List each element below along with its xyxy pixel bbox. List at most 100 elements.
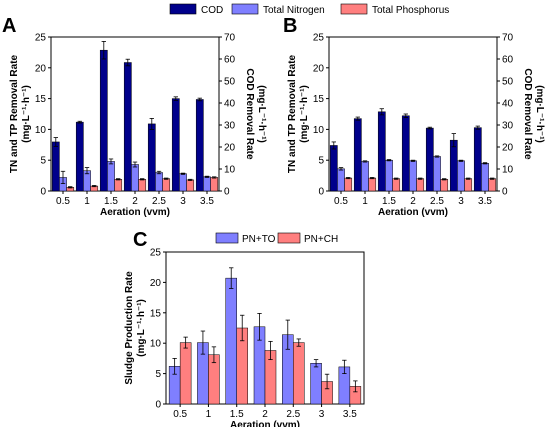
y-tick-label: 5	[40, 156, 46, 167]
bar	[425, 127, 434, 192]
bar	[114, 179, 123, 192]
x-tick-label: 1.5	[382, 196, 396, 207]
bar	[401, 115, 410, 192]
x-tick-label: 3.5	[478, 196, 492, 207]
bar	[464, 178, 473, 192]
bar	[195, 99, 204, 192]
bar	[138, 179, 147, 192]
bar	[131, 164, 139, 192]
bar	[107, 161, 115, 192]
x-tick-label: 1	[84, 196, 90, 207]
y-axis-unit: (mg·L⁻¹·h⁻¹)	[21, 85, 32, 143]
y-right-axis-title: COD Removal Rate	[244, 68, 255, 160]
y-tick-label: 0	[40, 187, 46, 198]
y-axis-title: TN and TP Removal Rate	[9, 54, 20, 173]
y-right-tick-label: 0	[224, 187, 230, 198]
bar	[481, 163, 489, 192]
x-axis-title: Aeration (vvm)	[378, 207, 448, 218]
bar	[123, 62, 132, 192]
bar	[368, 177, 377, 192]
bar	[99, 49, 108, 192]
bar	[488, 178, 497, 192]
x-axis-title: Aeration (vvm)	[230, 420, 300, 427]
legend-bottom: PN+TO PN+CH	[215, 232, 338, 245]
y-tick-label: 10	[313, 125, 325, 136]
y-tick-label: 25	[313, 33, 325, 44]
x-tick-label: 0.5	[173, 409, 187, 420]
y-right-axis-title: COD Removal Rate	[522, 68, 533, 160]
y-tick-label: 0	[318, 187, 324, 198]
y-tick-label: 20	[35, 63, 47, 74]
bar	[162, 178, 171, 192]
bar	[210, 177, 219, 192]
y-right-tick-label: 40	[224, 99, 236, 110]
y-right-tick-label: 20	[502, 143, 514, 154]
legend-cod-swatch	[169, 3, 197, 15]
chart-panel-a: 0 5 10 15 20 25 0 10 20 30 40 50 60 70 0.5 1 1.5 2 2.5 3 3.5…	[9, 33, 267, 219]
bar	[457, 160, 465, 192]
panel-b-letter: B	[283, 15, 297, 37]
y-tick-label: 5	[155, 369, 161, 380]
bar	[293, 342, 305, 405]
y-axis-title: TN and TP Removal Rate	[287, 54, 298, 173]
chart-panel-c: 0 5 10 15 20 25 0.5 1 1.5 2 2.5 3 3.5 Aeration (vvm) S…	[124, 248, 365, 427]
bar	[155, 172, 163, 192]
bar	[171, 98, 180, 192]
y-tick-label: 15	[35, 94, 47, 105]
x-tick-label: 1.5	[230, 409, 244, 420]
legend-top: COD Total Nitrogen Total Phosphorus	[169, 3, 449, 16]
bar	[416, 178, 425, 192]
chart-panel-b: 0 5 10 15 20 25 0 10 20 30 40 50 60 70 0.5 1 1.5 2 2.5 3 3.5…	[287, 33, 545, 219]
y-tick-label: 15	[313, 94, 325, 105]
y-right-tick-label: 10	[224, 165, 236, 176]
legend-tn-swatch	[231, 3, 259, 15]
y-axis-title: Sludge Production Rate	[124, 271, 135, 385]
y-tick-label: 20	[150, 278, 162, 289]
bar	[337, 168, 345, 192]
y-right-axis-unit: (mg·L⁻¹·h⁻¹)	[256, 85, 267, 143]
legend-cod-label: COD	[201, 5, 223, 16]
legend-pnch-label: PN+CH	[304, 234, 338, 245]
bar	[51, 141, 60, 192]
x-tick-label: 2	[262, 409, 268, 420]
y-right-tick-label: 60	[224, 55, 236, 66]
y-tick-label: 20	[313, 63, 325, 74]
bar	[377, 111, 386, 192]
y-tick-label: 10	[35, 125, 47, 136]
x-tick-label: 0.5	[56, 196, 70, 207]
y-tick-label: 25	[35, 33, 47, 44]
x-tick-label: 0.5	[334, 196, 348, 207]
bar	[310, 363, 322, 405]
bar	[179, 342, 192, 405]
x-axis-title: Aeration (vvm)	[100, 207, 170, 218]
x-tick-label: 2.5	[152, 196, 166, 207]
y-tick-label: 5	[318, 156, 324, 167]
y-right-tick-label: 50	[502, 77, 514, 88]
panel-a-letter: A	[2, 15, 16, 37]
bar	[186, 179, 195, 192]
y-tick-label: 15	[150, 308, 162, 319]
bar	[353, 118, 362, 192]
y-right-axis-unit: (mg·L⁻¹·h⁻¹)	[534, 85, 545, 143]
x-tick-label: 2	[132, 196, 138, 207]
bar	[409, 160, 417, 192]
x-tick-label: 2.5	[286, 409, 300, 420]
x-tick-label: 3.5	[343, 409, 357, 420]
y-tick-label: 0	[155, 400, 161, 411]
bar	[203, 176, 211, 192]
legend-tp-swatch	[340, 3, 368, 15]
legend-pnch-swatch	[277, 232, 301, 244]
x-tick-label: 3	[319, 409, 325, 420]
bar	[433, 156, 441, 192]
x-tick-label: 3	[458, 196, 464, 207]
legend-pnto-label: PN+TO	[242, 234, 276, 245]
y-right-tick-label: 30	[502, 121, 514, 132]
x-tick-label: 2.5	[430, 196, 444, 207]
y-tick-label: 25	[150, 248, 162, 259]
bar	[392, 178, 401, 192]
y-right-tick-label: 10	[502, 165, 514, 176]
bar	[344, 177, 353, 192]
x-tick-label: 3.5	[200, 196, 214, 207]
legend-pnto-swatch	[215, 232, 239, 244]
